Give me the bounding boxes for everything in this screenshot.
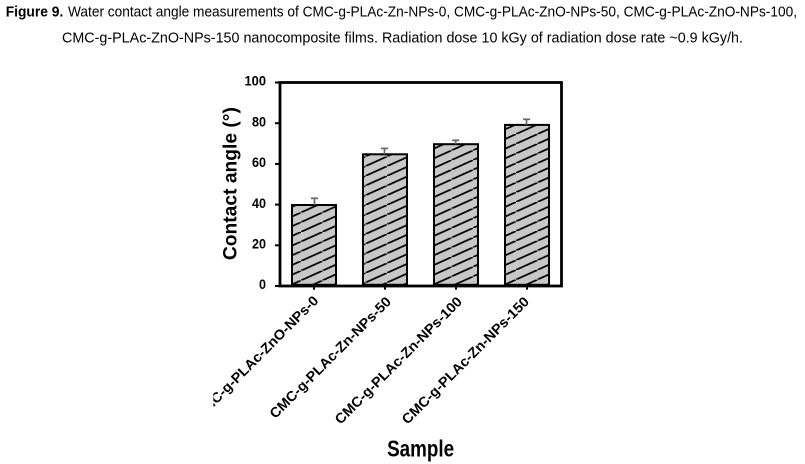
svg-text:CMC-g-PLAc-ZnO-NPs-150 nanocom: CMC-g-PLAc-ZnO-NPs-150 nanocomposite fil… (62, 31, 743, 47)
svg-text:CMC-g-PLAc-Zn-NPs-100: CMC-g-PLAc-Zn-NPs-100 (331, 293, 465, 427)
svg-text:CMC-g-PLAc-ZnO-NPs-0: CMC-g-PLAc-ZnO-NPs-0 (191, 292, 321, 422)
svg-text:100: 100 (245, 73, 267, 89)
svg-text:0: 0 (259, 276, 266, 292)
svg-text:Contact angle (°): Contact angle (°) (220, 107, 242, 260)
svg-text:60: 60 (252, 154, 266, 170)
svg-text:Sample: Sample (387, 436, 454, 462)
svg-text:Water contact angle measuremen: Water contact angle measurements of CMC-… (68, 4, 797, 20)
svg-text:40: 40 (252, 195, 266, 211)
svg-text:CMC-g-PLAc-Zn-NPs-150: CMC-g-PLAc-Zn-NPs-150 (398, 293, 532, 427)
svg-text:80: 80 (252, 113, 266, 129)
svg-text:CMC-g-PLAc-Zn-NPs-50: CMC-g-PLAc-Zn-NPs-50 (266, 293, 394, 421)
svg-text:20: 20 (252, 236, 266, 252)
svg-text:Figure 9.: Figure 9. (6, 4, 64, 20)
